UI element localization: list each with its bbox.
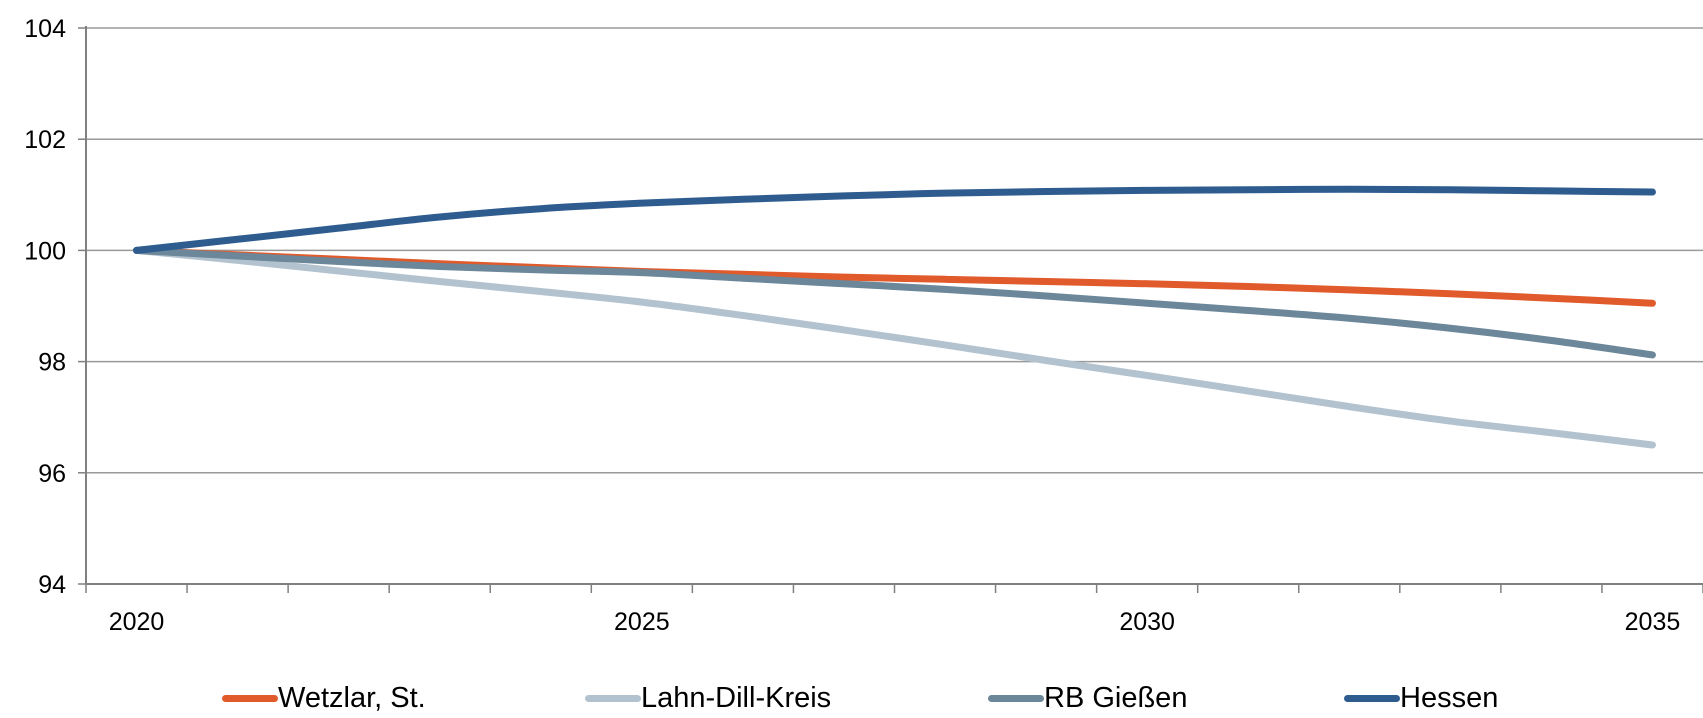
legend-swatch xyxy=(222,694,278,702)
legend-label: RB Gießen xyxy=(1044,681,1188,714)
series-line-lahn-dill-kreis xyxy=(133,246,1656,449)
legend-swatch xyxy=(988,694,1044,702)
legend-item: RB Gießen xyxy=(988,678,1187,718)
legend-item: Lahn-Dill-Kreis xyxy=(585,678,831,718)
x-tick-label: 2020 xyxy=(109,608,165,636)
y-tick-label: 100 xyxy=(24,237,66,265)
y-tick-label: 94 xyxy=(38,571,66,599)
x-tick-label: 2035 xyxy=(1625,608,1681,636)
y-tick-label: 98 xyxy=(38,349,66,377)
y-tick-label: 104 xyxy=(24,15,66,43)
series-line-hessen xyxy=(133,185,1656,254)
x-tick-label: 2030 xyxy=(1119,608,1175,636)
legend-item: Wetzlar, St. xyxy=(222,678,426,718)
series-lines xyxy=(133,185,1656,449)
legend: Wetzlar, St. Lahn-Dill-Kreis RB Gießen Hess… xyxy=(0,678,1703,718)
y-tick-label: 102 xyxy=(24,126,66,154)
legend-swatch xyxy=(1344,694,1400,702)
legend-label: Wetzlar, St. xyxy=(278,681,426,714)
legend-item: Hessen xyxy=(1344,678,1498,718)
x-axis-ticks: 2020 2025 2030 2035 xyxy=(85,584,1703,636)
y-axis-ticks: 94 96 98 100 102 104 xyxy=(24,15,86,599)
legend-label: Hessen xyxy=(1400,681,1499,714)
x-tick-label: 2025 xyxy=(614,608,670,636)
axes xyxy=(85,26,1703,585)
legend-label: Lahn-Dill-Kreis xyxy=(641,681,832,714)
series-line-rb-gießen xyxy=(133,246,1656,359)
legend-swatch xyxy=(585,694,641,702)
gridlines xyxy=(86,27,1703,474)
y-tick-label: 96 xyxy=(38,460,66,488)
